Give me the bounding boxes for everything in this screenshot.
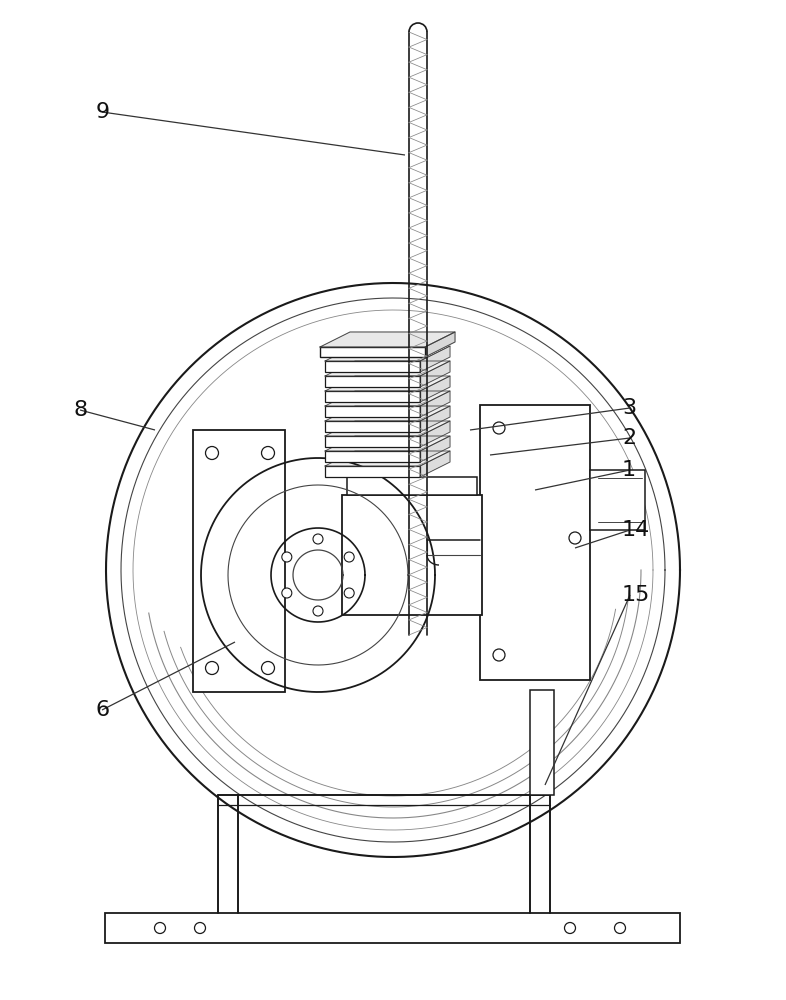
Polygon shape xyxy=(325,361,450,376)
Circle shape xyxy=(155,922,166,934)
Polygon shape xyxy=(420,376,450,402)
Polygon shape xyxy=(325,451,450,466)
Circle shape xyxy=(344,552,354,562)
Polygon shape xyxy=(320,332,455,347)
Bar xyxy=(325,436,420,447)
Circle shape xyxy=(313,534,323,544)
Circle shape xyxy=(262,446,274,460)
Circle shape xyxy=(569,532,581,544)
Text: 9: 9 xyxy=(96,102,110,122)
Bar xyxy=(480,405,590,680)
Polygon shape xyxy=(420,361,450,387)
Bar xyxy=(320,347,425,357)
Bar xyxy=(530,690,554,795)
Text: 1: 1 xyxy=(622,460,636,480)
Text: 2: 2 xyxy=(622,428,636,448)
Polygon shape xyxy=(420,406,450,432)
Circle shape xyxy=(493,649,505,661)
Bar xyxy=(325,391,420,402)
Bar xyxy=(105,913,680,943)
Circle shape xyxy=(205,446,219,460)
Polygon shape xyxy=(420,436,450,462)
Polygon shape xyxy=(420,451,450,477)
Text: 3: 3 xyxy=(622,398,636,418)
Text: 6: 6 xyxy=(96,700,110,720)
Text: 15: 15 xyxy=(622,585,650,605)
Circle shape xyxy=(493,422,505,434)
Polygon shape xyxy=(420,421,450,447)
Circle shape xyxy=(262,662,274,674)
Circle shape xyxy=(313,606,323,616)
Circle shape xyxy=(194,922,205,934)
Bar xyxy=(325,361,420,372)
Bar xyxy=(325,466,420,477)
Polygon shape xyxy=(420,346,450,372)
Circle shape xyxy=(282,588,292,598)
Polygon shape xyxy=(325,391,450,406)
Text: 14: 14 xyxy=(622,520,650,540)
Polygon shape xyxy=(325,406,450,421)
Bar xyxy=(325,451,420,462)
Bar xyxy=(325,406,420,417)
Polygon shape xyxy=(420,391,450,417)
Bar xyxy=(590,470,645,530)
Polygon shape xyxy=(325,436,450,451)
Circle shape xyxy=(564,922,575,934)
Polygon shape xyxy=(425,332,455,357)
Polygon shape xyxy=(325,421,450,436)
Bar xyxy=(193,430,285,692)
Bar xyxy=(325,376,420,387)
Circle shape xyxy=(205,662,219,674)
Text: 8: 8 xyxy=(74,400,88,420)
Polygon shape xyxy=(325,346,450,361)
Circle shape xyxy=(615,922,626,934)
Bar xyxy=(347,477,477,495)
Circle shape xyxy=(282,552,292,562)
Bar xyxy=(325,421,420,432)
Polygon shape xyxy=(325,376,450,391)
Circle shape xyxy=(344,588,354,598)
Bar xyxy=(342,495,482,615)
